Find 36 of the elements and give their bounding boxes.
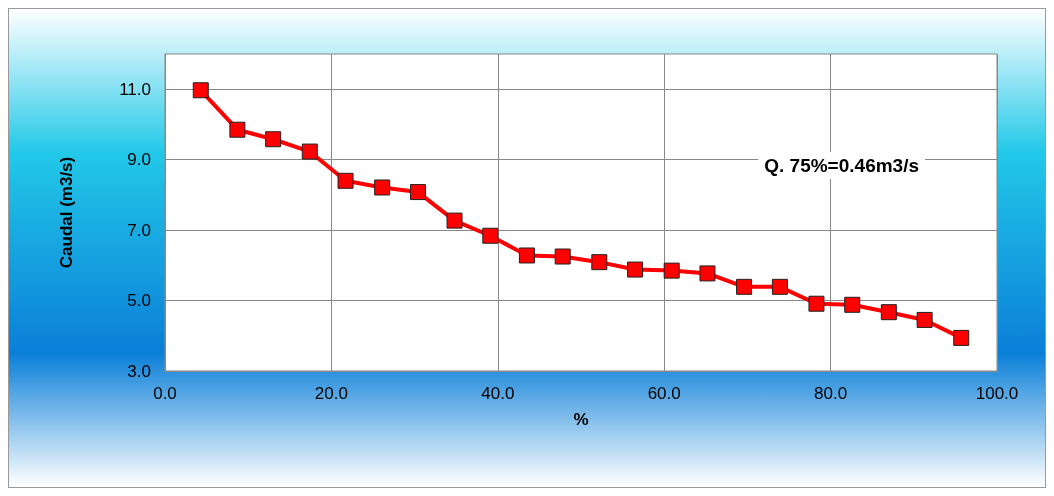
x-tick-label: 40.0: [481, 384, 515, 403]
annotation: Q. 75%=0.46m3/s: [764, 155, 919, 176]
point: [771, 278, 788, 295]
y-axis-title: Caudal (m3/s): [57, 156, 76, 269]
x-axis-title: %: [573, 410, 589, 429]
x-tick-label: 60.0: [647, 384, 681, 403]
point: [880, 304, 897, 321]
point: [301, 143, 318, 160]
point: [229, 121, 246, 138]
point: [337, 172, 354, 189]
point: [265, 131, 282, 148]
point: [808, 295, 825, 312]
point: [518, 247, 535, 264]
x-tick-label: 0.0: [153, 384, 177, 403]
y-tick-label: 3.0: [127, 361, 151, 381]
y-tick-label: 11.0: [119, 79, 151, 99]
y-tick-label: 9.0: [127, 150, 151, 170]
point: [916, 311, 933, 328]
point: [446, 212, 463, 229]
point: [192, 82, 209, 99]
point: [699, 265, 716, 282]
point: [482, 227, 499, 244]
point: [663, 262, 680, 279]
y-tick-label: 5.0: [127, 291, 151, 311]
point: [374, 179, 391, 196]
point: [409, 184, 426, 201]
y-tick-label: 7.0: [127, 220, 151, 240]
point: [953, 329, 970, 346]
point: [554, 248, 571, 265]
x-tick-label: 100.0: [975, 384, 1019, 403]
point: [844, 296, 861, 313]
point: [736, 278, 753, 295]
point: [627, 261, 644, 278]
x-tick-label: 80.0: [814, 384, 848, 403]
x-tick-label: 20.0: [314, 384, 348, 403]
point: [591, 254, 608, 271]
